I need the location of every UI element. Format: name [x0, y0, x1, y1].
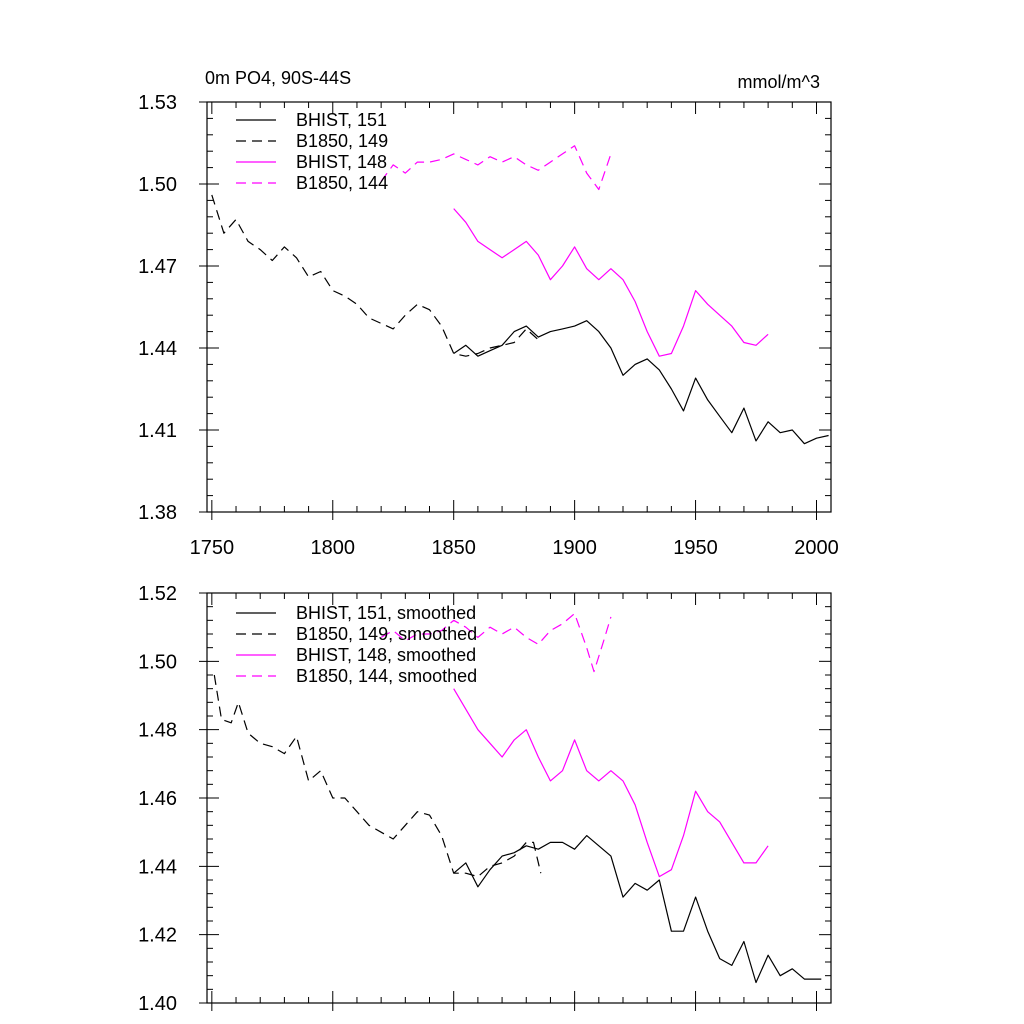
bottom-series-b1850-144-smoothed	[380, 612, 612, 673]
top-legend-label-b1850-144: B1850, 144	[296, 173, 388, 193]
top-series-b1850-149	[211, 194, 539, 357]
bottom-y-tick-label-1-40: 1.40	[138, 993, 177, 1015]
bottom-y-tick-label-1-44: 1.44	[138, 856, 177, 878]
top-legend-label-b1850-149: B1850, 149	[296, 131, 388, 151]
bottom-y-tick-label-1-42: 1.42	[138, 925, 177, 947]
top-x-tick-label-1750: 1750	[190, 537, 235, 559]
top-x-tick-label-1850: 1850	[431, 537, 476, 559]
top-y-tick-label-1-47: 1.47	[138, 256, 177, 278]
bottom-legend-label-b1850-144-smoothed: B1850, 144, smoothed	[296, 666, 477, 686]
bottom-legend-label-b1850-149-smoothed: B1850, 149, smoothed	[296, 624, 477, 644]
top-series-b1850-144	[380, 145, 612, 191]
top-y-tick-label-1-38: 1.38	[138, 502, 177, 524]
bottom-y-tick-label-1-48: 1.48	[138, 720, 177, 742]
bottom-series-bhist-151-smoothed	[453, 834, 822, 984]
bottom-y-tick-label-1-46: 1.46	[138, 788, 177, 810]
bottom-legend-label-bhist-151-smoothed: BHIST, 151, smoothed	[296, 603, 476, 623]
top-chart-title: 0m PO4, 90S-44S	[205, 68, 351, 88]
top-y-tick-label-1-41: 1.41	[138, 420, 177, 442]
top-chart-units: mmol/m^3	[738, 72, 820, 92]
top-y-tick-label-1-53: 1.53	[138, 92, 177, 114]
top-y-tick-label-1-50: 1.50	[138, 174, 177, 196]
top-legend-label-bhist-151: BHIST, 151	[296, 110, 387, 130]
top-series-bhist-151	[453, 320, 829, 445]
top-plot-frame	[206, 101, 832, 513]
top-x-tick-label-1950: 1950	[673, 537, 718, 559]
top-series-bhist-148	[453, 208, 769, 357]
top-legend-label-bhist-148: BHIST, 148	[296, 152, 387, 172]
top-chart-panel: 1750 1800 1850 1900 1950 2000 1.38 1.41 1.44 1.47…	[138, 92, 839, 559]
top-x-tick-label-1800: 1800	[311, 537, 356, 559]
bottom-y-tick-label-1-50: 1.50	[138, 651, 177, 673]
top-x-tick-label-1900: 1900	[552, 537, 597, 559]
bottom-y-tick-label-1-52: 1.52	[138, 583, 177, 605]
top-x-tick-label-2000: 2000	[794, 537, 839, 559]
bottom-series-bhist-148-smoothed	[453, 688, 769, 878]
bottom-series-b1850-149-smoothed	[213, 674, 542, 878]
bottom-chart-panel: 1.40 1.42 1.44 1.46 1.48 1.50 1.52 BHIST, 151, …	[138, 583, 832, 1015]
bottom-legend-label-bhist-148-smoothed: BHIST, 148, smoothed	[296, 645, 476, 665]
top-y-tick-label-1-44: 1.44	[138, 338, 177, 360]
